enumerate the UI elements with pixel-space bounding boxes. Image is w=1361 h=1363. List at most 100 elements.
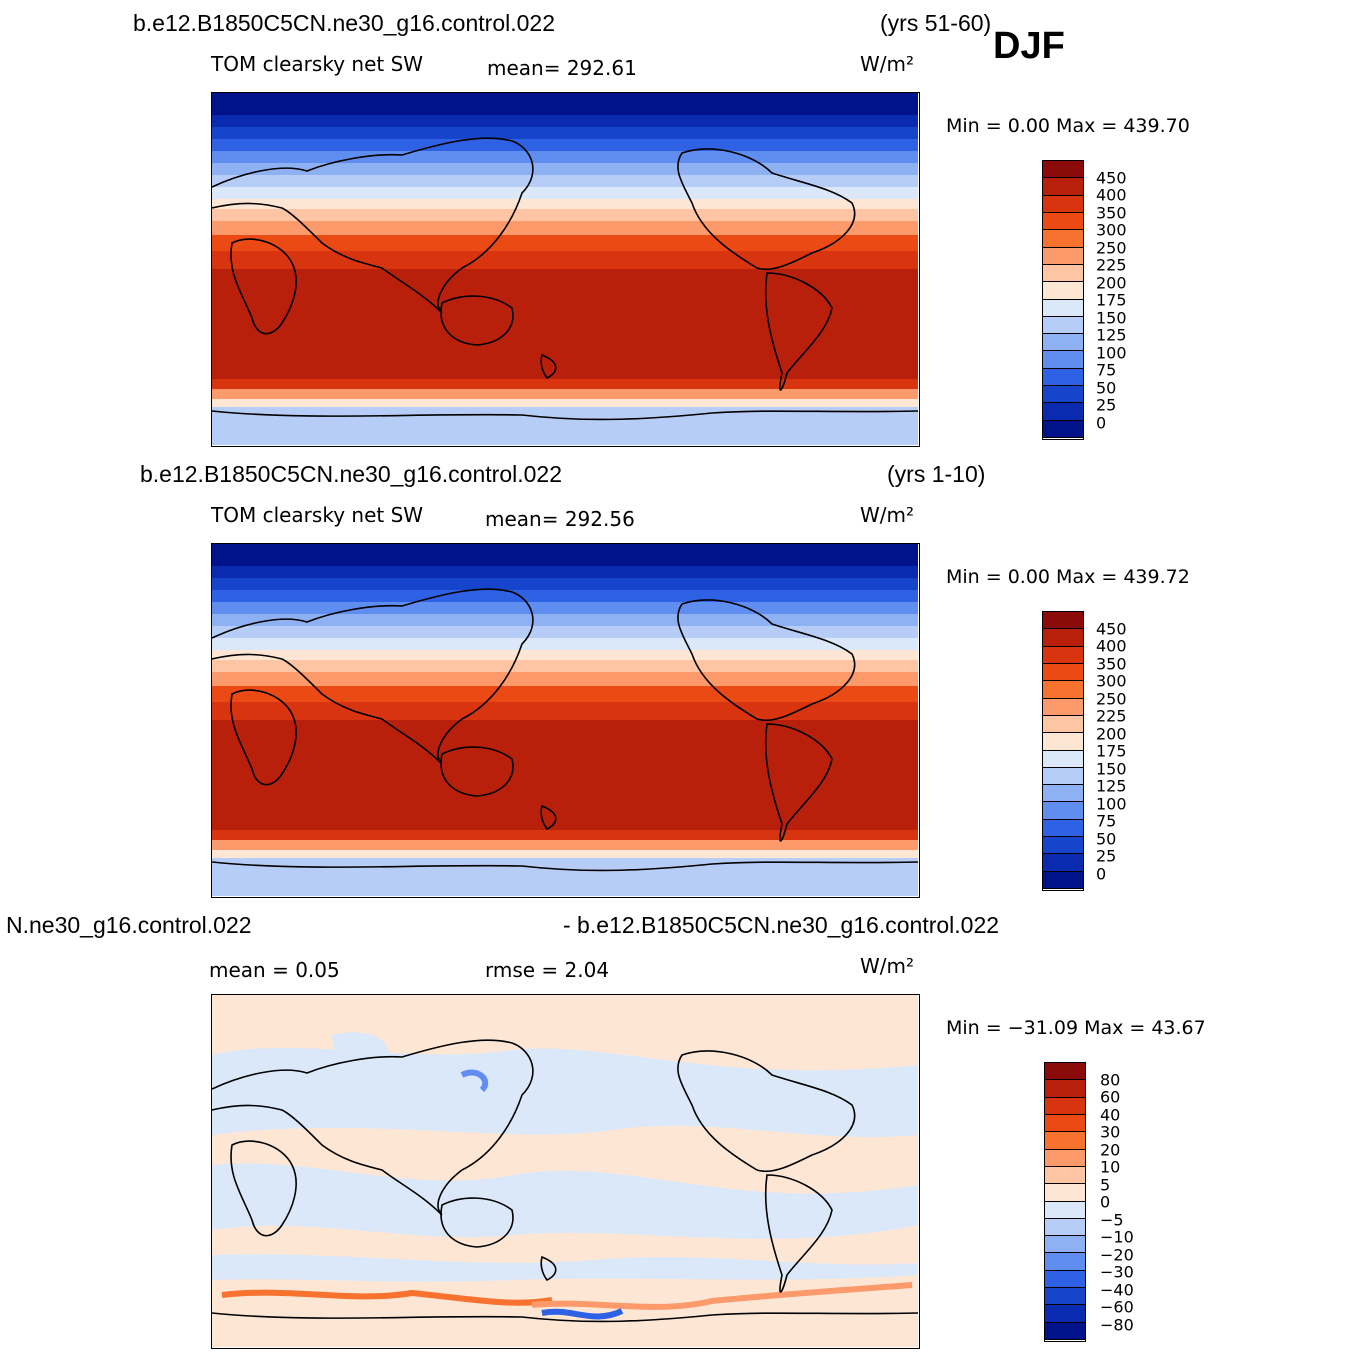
coastline [540,804,557,831]
panel-1-units: W/m² [860,52,915,76]
coastline [764,723,833,842]
colorbar-tick-label: 50 [1096,829,1117,848]
field-band [212,614,918,626]
colorbar-swatch [1043,351,1083,369]
colorbar-swatch [1043,299,1083,317]
field-band [212,93,918,115]
colorbar-tick-label: 80 [1100,1070,1121,1089]
colorbar-swatch [1043,247,1083,265]
colorbar-swatch [1043,161,1083,179]
field-band [212,840,918,850]
field-band [212,251,918,269]
panel-3-map [211,994,920,1349]
field-region [212,1254,918,1282]
colorbar-tick-label: 10 [1100,1157,1121,1177]
panel-3-minmax: Min = −31.09 Max = 43.67 [946,1017,1206,1039]
colorbar-swatch [1045,1166,1085,1185]
panel-3-case-right: - b.e12.B1850C5CN.ne30_g16.control.022 [563,912,1000,938]
colorbar-swatch [1043,420,1083,438]
colorbar-swatch [1045,1322,1085,1340]
colorbar-tick-label: 30 [1100,1122,1121,1142]
colorbar-tick-label: 150 [1096,759,1127,778]
colorbar-swatch [1043,195,1083,213]
coastline [764,272,833,391]
colorbar-tick-label: 100 [1096,343,1127,362]
colorbar-tick-label: 100 [1096,794,1127,813]
panel-1-minmax: Min = 0.00 Max = 439.70 [946,115,1190,137]
panel-3-mean: mean = 0.05 [209,958,340,982]
panel-2-variable: TOM clearsky net SW [211,503,424,527]
field-anomaly [460,1069,489,1093]
colorbar-tick-label: −10 [1100,1227,1134,1247]
coastline [230,689,297,786]
field-band [212,379,918,389]
panel-1-variable: TOM clearsky net SW [211,52,424,76]
colorbar-tick-label: −40 [1100,1280,1134,1299]
colorbar-swatch [1043,837,1083,855]
colorbar-tick-label: 60 [1100,1087,1121,1107]
colorbar-tick-label: 150 [1096,308,1127,327]
colorbar-tick-label: 350 [1096,654,1127,673]
coastline [212,137,534,314]
colorbar-tick-label: 300 [1096,671,1127,691]
field-band [212,163,918,175]
colorbar-swatch [1043,663,1083,682]
field-band [212,702,918,720]
field-band [212,209,918,221]
colorbar-tick-label: 250 [1096,238,1127,257]
colorbar-swatch [1043,871,1083,889]
field-band [212,544,918,566]
colorbar-tick-label: 200 [1096,724,1127,743]
field-band [212,221,918,235]
colorbar-tick-label: 250 [1096,689,1127,708]
colorbar-swatch [1043,715,1083,734]
colorbar-swatch [1045,1080,1085,1098]
coastline [212,1312,918,1323]
panel-2-colorbar [1042,611,1084,891]
colorbar-tick-label: 125 [1096,325,1127,345]
colorbar-tick-label: 450 [1096,168,1127,187]
panel-1-case-right: (yrs 51-60) [880,10,992,36]
coastline [212,588,534,765]
field-band [212,602,918,614]
coastline [440,295,514,346]
field-band [212,672,918,686]
colorbar-swatch [1045,1288,1085,1306]
colorbar-swatch [1045,1218,1085,1237]
colorbar-tick-label: 175 [1096,290,1127,310]
colorbar-tick-label: 75 [1096,811,1117,831]
colorbar-tick-label: 40 [1100,1105,1121,1124]
coastline [440,746,514,797]
colorbar-tick-label: −80 [1100,1315,1134,1334]
field-band [212,235,918,251]
season-label: DJF [993,25,1065,67]
panel-1-map [211,92,920,447]
colorbar-tick-label: 400 [1096,636,1127,656]
colorbar-tick-label: 0 [1096,864,1107,883]
coastline [540,353,557,380]
coastline [764,1174,833,1293]
field-band [212,399,918,407]
colorbar-swatch [1043,767,1083,786]
colorbar-swatch [1045,1149,1085,1167]
coastline [230,238,297,335]
colorbar-swatch [1043,386,1083,404]
coastline [230,1140,297,1237]
colorbar-swatch [1045,1114,1085,1133]
colorbar-swatch [1043,629,1083,647]
colorbar-swatch [1043,334,1083,352]
panel-3-units: W/m² [860,954,915,978]
colorbar-tick-label: 5 [1100,1175,1111,1194]
colorbar-tick-label: −60 [1100,1297,1134,1317]
field-band [212,407,918,445]
field-band [212,187,918,199]
panel-3-rmse: rmse = 2.04 [485,958,610,982]
colorbar-swatch [1045,1201,1085,1219]
field-band [212,389,918,399]
field-band [212,660,918,672]
panel-3-case-left: N.ne30_g16.control.022 [6,912,252,938]
field-band [212,175,918,187]
colorbar-tick-label: 300 [1096,220,1127,240]
field-band [212,850,918,858]
colorbar-swatch [1043,854,1083,872]
